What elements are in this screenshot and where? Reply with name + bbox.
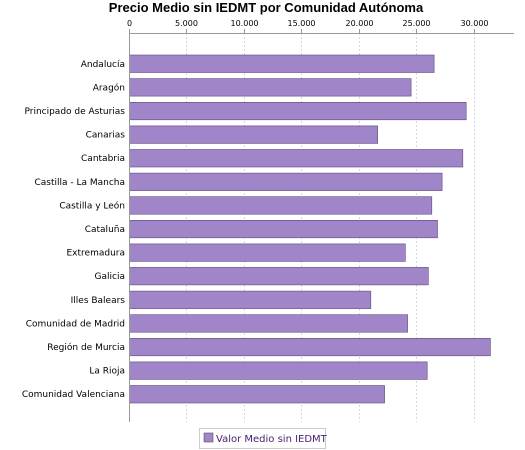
bar — [129, 172, 443, 191]
bar — [129, 196, 433, 215]
bar — [129, 220, 438, 239]
legend-label: Valor Medio sin IEDMT — [216, 434, 328, 445]
x-tick-label: 10.000 — [231, 19, 259, 28]
y-axis-labels: Andalucía Aragón Principado de Asturias Can… — [22, 60, 125, 400]
bar — [129, 361, 428, 380]
y-tick-label: Comunidad de Madrid — [26, 319, 125, 329]
y-tick-label: Región de Murcia — [47, 342, 125, 353]
x-tick-label: 0 — [127, 19, 132, 28]
y-tick-label: La Rioja — [89, 367, 125, 377]
y-tick-label: Illes Balears — [71, 296, 126, 306]
x-tick-label: 30.000 — [461, 19, 489, 28]
bar — [129, 78, 412, 97]
y-tick-label: Extremadura — [67, 249, 126, 259]
y-tick-label: Cataluña — [85, 225, 125, 235]
y-tick-label: Comunidad Valenciana — [22, 390, 125, 400]
y-tick-label: Andalucía — [81, 60, 125, 70]
y-tick-label: Cantabria — [81, 154, 125, 164]
bars — [129, 54, 491, 404]
x-tick-label: 20.000 — [346, 19, 374, 28]
bar — [129, 243, 406, 262]
bar — [129, 267, 429, 286]
x-tick-label: 25.000 — [403, 19, 431, 28]
bar — [129, 102, 467, 121]
legend-frame — [199, 428, 326, 449]
y-tick-label: Castilla - La Mancha — [34, 178, 125, 188]
x-tick-label: 15.000 — [288, 19, 316, 28]
bar — [129, 149, 464, 168]
bar — [129, 125, 378, 144]
y-tick-label: Canarias — [86, 131, 126, 141]
bar — [129, 385, 385, 404]
x-tick-label: 5.000 — [175, 19, 198, 28]
bar — [129, 314, 408, 333]
chart-title: Precio Medio sin IEDMT por Comunidad Aut… — [109, 0, 424, 15]
bar — [129, 290, 372, 309]
y-tick-label: Aragón — [93, 82, 125, 93]
legend: Valor Medio sin IEDMT — [199, 428, 328, 449]
y-tick-label: Galicia — [95, 272, 125, 282]
legend-swatch — [203, 432, 214, 443]
y-tick-label: Principado de Asturias — [24, 107, 125, 117]
y-tick-label: Castilla y León — [59, 200, 125, 211]
x-axis-ticks: 0 5.000 10.000 15.000 20.000 25.000 30.000 — [127, 19, 489, 33]
bar — [129, 337, 491, 357]
grid-lines — [186, 33, 475, 422]
bar — [129, 54, 435, 73]
